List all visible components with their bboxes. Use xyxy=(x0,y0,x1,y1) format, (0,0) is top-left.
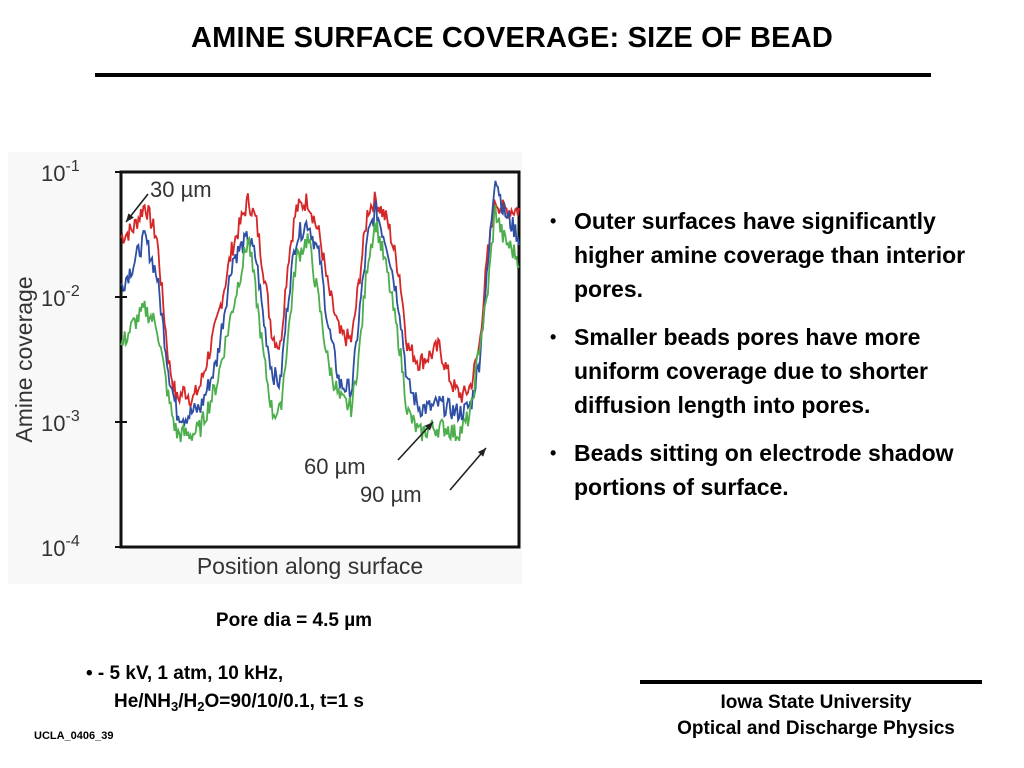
conditions-line-2: He/NH3/H2O=90/10/0.1, t=1 s xyxy=(86,688,364,716)
y-tick-exponent: -2 xyxy=(65,283,79,300)
bullet-dot: • xyxy=(550,443,557,463)
bullet-text: Beads sitting on electrode shadow portio… xyxy=(574,440,954,500)
footer-university: Iowa State University xyxy=(720,692,912,713)
y-axis-label: Amine coverage xyxy=(11,276,37,442)
conditions-block: • - 5 kV, 1 atm, 10 kHz, He/NH3/H2O=90/1… xyxy=(86,660,364,716)
series-line-2 xyxy=(120,204,520,443)
footer-group: Optical and Discharge Physics xyxy=(677,718,955,739)
y-tick-base: 10 xyxy=(41,536,65,561)
annotation-arrow xyxy=(449,447,487,491)
series-line-0 xyxy=(120,191,520,410)
gas-sub-2: 2 xyxy=(197,699,205,714)
gas-part-1: He/NH xyxy=(114,691,172,712)
y-tick-base: 10 xyxy=(41,286,65,311)
footer-affiliation: Iowa State University Optical and Discha… xyxy=(640,690,992,742)
slide-title: AMINE SURFACE COVERAGE: SIZE OF BEAD xyxy=(190,22,834,54)
y-tick-label: 10-4 xyxy=(41,533,80,561)
gas-sub-1: 3 xyxy=(171,699,179,714)
annotation-label: 30 µm xyxy=(150,177,212,202)
annotation-label: 60 µm xyxy=(304,454,366,479)
bullet-text: Outer surfaces have significantly higher… xyxy=(574,208,966,302)
annotation-arrowhead xyxy=(424,422,433,431)
annotation-arrowhead xyxy=(126,213,134,222)
bullet-dot: • xyxy=(550,211,557,231)
bullet-item: • Smaller beads pores have more uniform … xyxy=(548,320,978,422)
y-tick-exponent: -4 xyxy=(65,533,79,550)
x-axis-label: Position along surface xyxy=(197,553,423,579)
series-line-1 xyxy=(120,180,520,428)
chart-panel: 10-1 10-2 10-3 10-4 Position along surface Am… xyxy=(8,152,522,584)
slide-id: UCLA_0406_39 xyxy=(34,730,114,742)
bullet-item: • Outer surfaces have significantly high… xyxy=(548,204,978,306)
annotation-arrow xyxy=(397,421,434,461)
y-tick-base: 10 xyxy=(41,411,65,436)
annotation-label: 90 µm xyxy=(360,482,422,507)
y-tick-exponent: -1 xyxy=(65,158,79,175)
gas-part-2: /H xyxy=(178,691,198,712)
y-tick-label: 10-1 xyxy=(41,158,80,186)
bullet-dot: • xyxy=(550,327,557,347)
y-tick-label: 10-2 xyxy=(41,283,80,311)
bullet-list: • Outer surfaces have significantly high… xyxy=(548,204,978,518)
conditions-line-1: • - 5 kV, 1 atm, 10 kHz, xyxy=(86,663,284,684)
footer-divider xyxy=(640,680,982,684)
bullet-item: • Beads sitting on electrode shadow port… xyxy=(548,436,978,504)
pore-caption: Pore dia = 4.5 µm xyxy=(215,610,373,631)
y-tick-exponent: -3 xyxy=(65,408,79,425)
annotation-arrowhead xyxy=(477,448,486,457)
title-divider xyxy=(95,73,931,77)
gas-part-3: O=90/10/0.1, t=1 s xyxy=(204,691,364,712)
y-tick-label: 10-3 xyxy=(41,408,80,436)
y-tick-base: 10 xyxy=(41,161,65,186)
bullet-text: Smaller beads pores have more uniform co… xyxy=(574,324,929,418)
